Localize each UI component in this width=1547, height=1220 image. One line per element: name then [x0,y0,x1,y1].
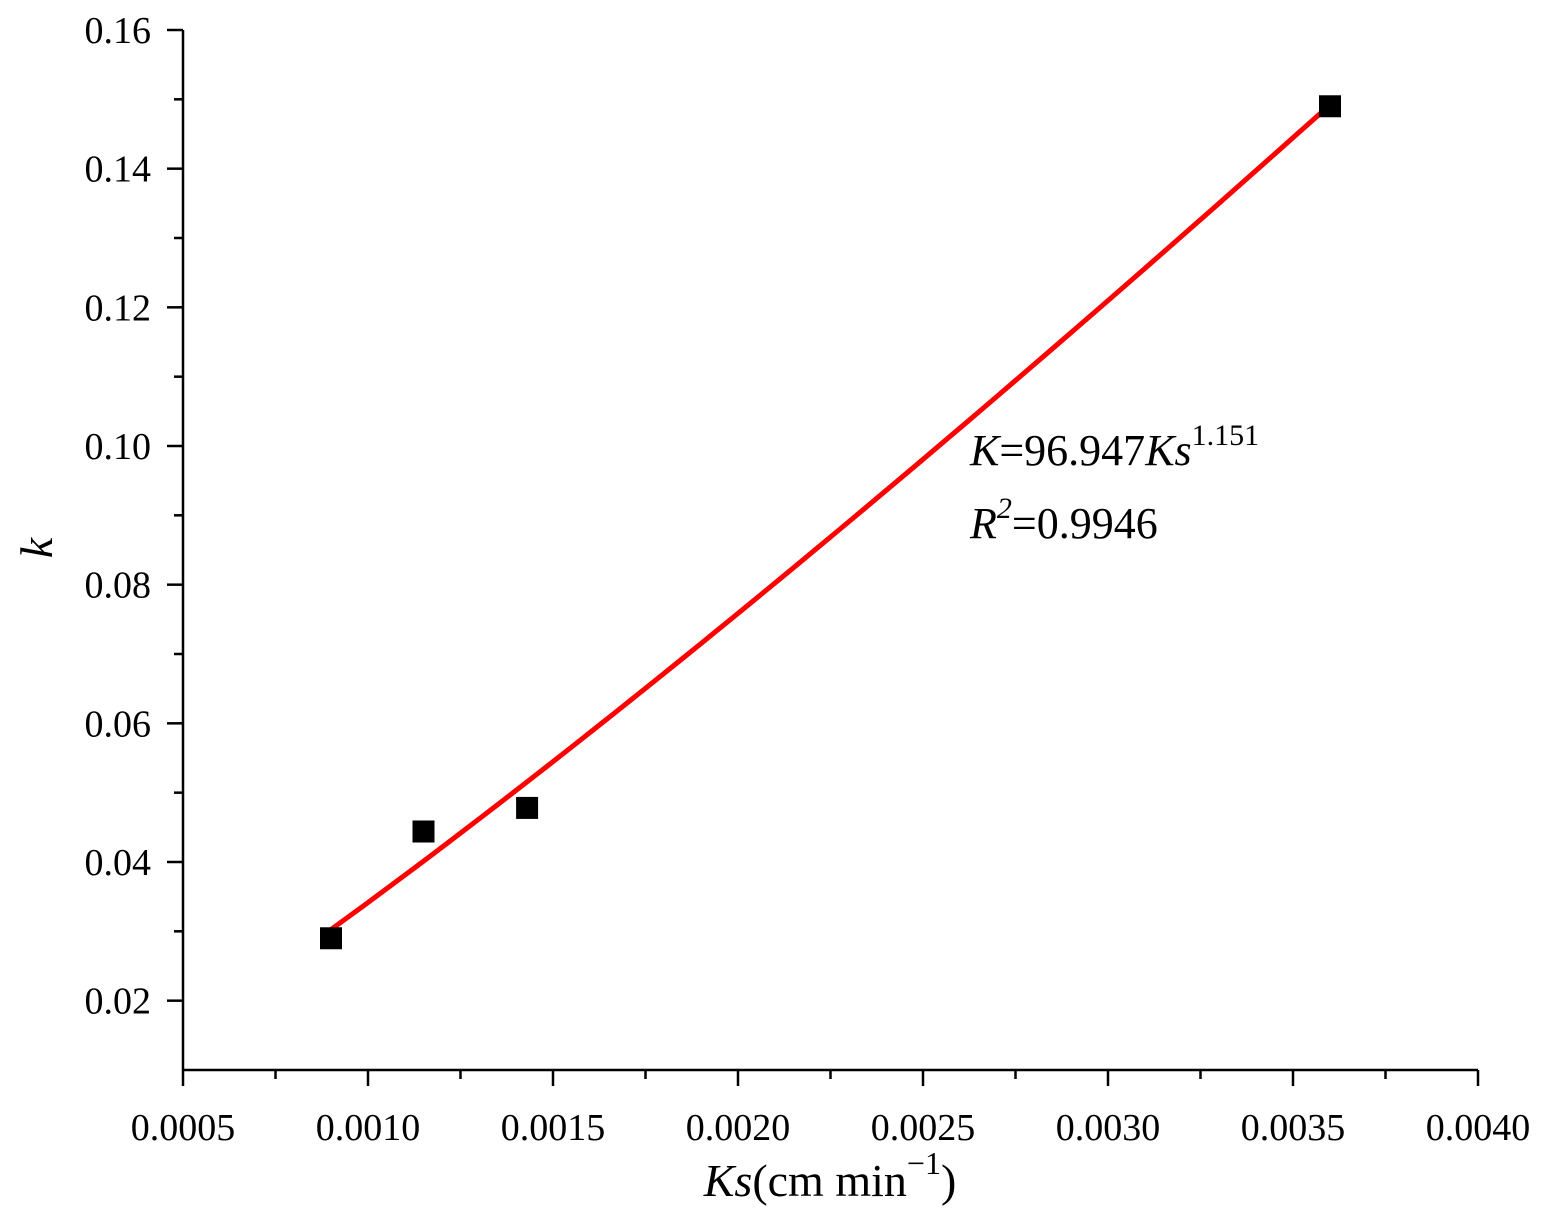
x-axis-title-close: ) [941,1155,956,1206]
fit-equation: K=96.947Ks1.151 [969,419,1259,475]
r-squared-value: =0.9946 [1012,499,1158,548]
data-point [412,820,435,843]
x-tick-label: 0.0010 [316,1107,421,1149]
equation-variable: Ks [1144,426,1191,475]
y-axis-ticks: 0.02 0.04 0.06 0.08 0.10 0.12 0.14 0.16 [85,10,183,1023]
x-tick-label: 0.0005 [131,1107,236,1149]
y-tick-label: 0.14 [85,149,152,191]
x-tick-label: 0.0015 [501,1107,606,1149]
equation-coefficient: =96.947 [999,426,1145,475]
plot-series [320,95,1341,950]
y-tick-label: 0.02 [85,981,152,1023]
x-tick-label: 0.0025 [871,1107,976,1149]
y-tick-label: 0.04 [85,842,152,884]
x-tick-label: 0.0030 [1056,1107,1161,1149]
y-tick-label: 0.16 [85,10,152,52]
equation-exponent: 1.151 [1192,419,1260,452]
equation-lhs: K [969,426,1002,475]
x-axis-title-units: (cm min [752,1155,907,1206]
data-point [516,796,539,819]
r-squared-superscript: 2 [997,492,1012,525]
x-axis-title-variable: Ks [703,1155,753,1206]
x-axis-title-superscript: −1 [907,1145,941,1181]
fit-curve [328,102,1333,933]
x-tick-label: 0.0020 [686,1107,791,1149]
y-tick-label: 0.08 [85,565,152,607]
r-squared-base: R [969,499,997,548]
data-point [320,927,342,950]
r-squared-text: R2=0.9946 [969,492,1158,548]
y-tick-label: 0.06 [85,703,152,745]
y-tick-label: 0.12 [85,287,152,329]
y-axis-title: k [11,536,62,558]
x-axis-title: Ks(cm min−1) [703,1145,957,1206]
x-axis-ticks: 0.0005 0.0010 0.0015 0.0020 0.0025 0.0030 0.00… [131,1070,1531,1149]
axes [181,30,1478,1072]
x-tick-label: 0.0040 [1426,1107,1531,1149]
y-tick-label: 0.10 [85,426,152,468]
data-point [1319,95,1341,118]
x-tick-label: 0.0035 [1241,1107,1346,1149]
